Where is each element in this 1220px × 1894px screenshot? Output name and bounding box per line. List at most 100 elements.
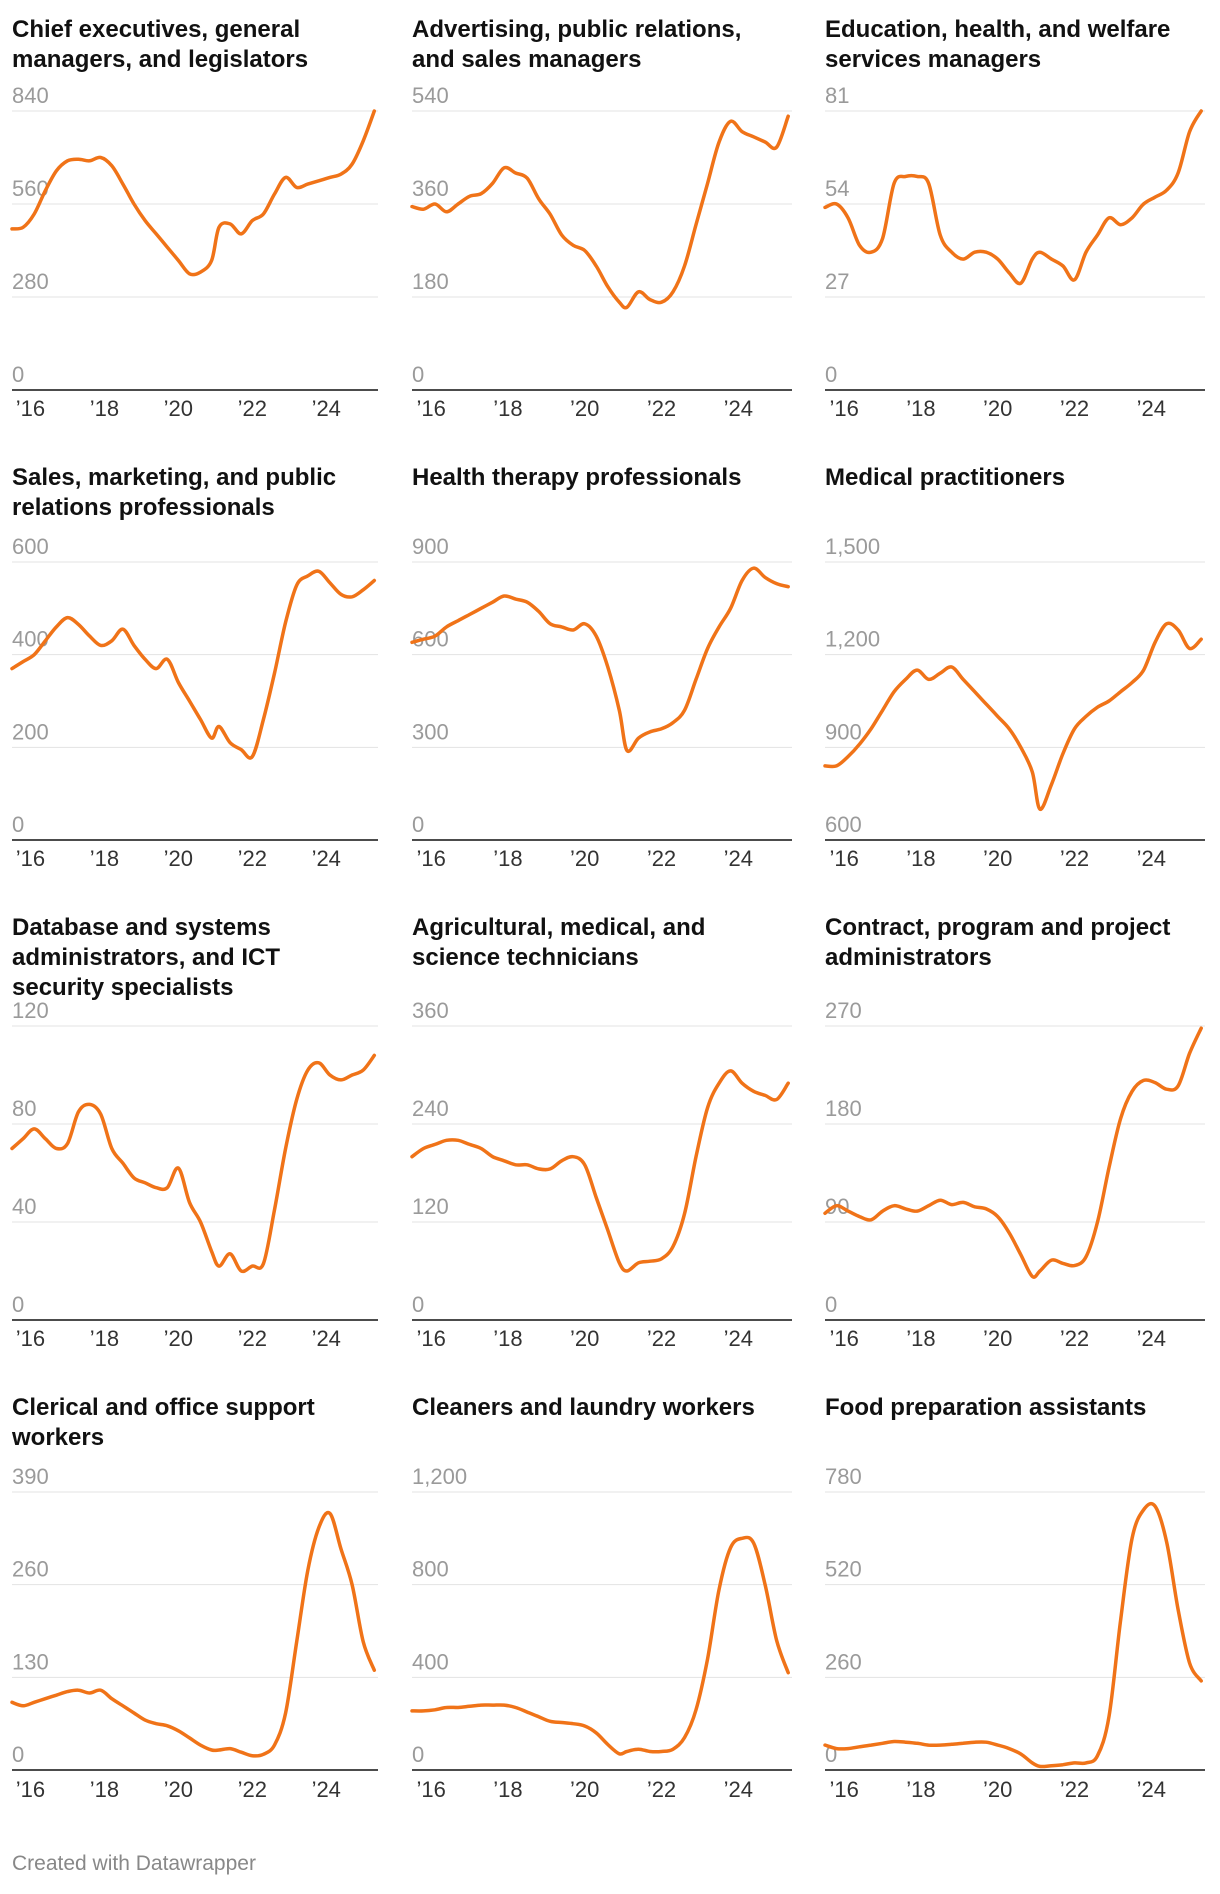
x-tick-label: ’24: [1137, 396, 1166, 421]
x-tick-label: ’16: [16, 396, 45, 421]
chart-title-line: managers, and legislators: [12, 46, 308, 73]
y-tick-label: 520: [825, 1557, 862, 1582]
x-tick-label: ’24: [724, 846, 753, 871]
x-tick-label: ’22: [1060, 1777, 1089, 1802]
x-tick-label: ’18: [90, 1326, 119, 1351]
y-tick-label: 800: [412, 1557, 449, 1582]
series-line: [410, 1069, 790, 1273]
chart-panel: Advertising, public relations, and sales …: [410, 16, 792, 421]
x-tick-label: ’16: [16, 1777, 45, 1802]
y-tick-label: 1,200: [825, 627, 880, 652]
x-tick-label: ’18: [90, 1777, 119, 1802]
y-tick-label: 40: [12, 1194, 36, 1219]
x-tick-label: ’20: [983, 1326, 1012, 1351]
series-line: [823, 621, 1203, 811]
y-tick-label: 0: [412, 362, 424, 387]
chart-title-line: Cleaners and laundry workers: [412, 1394, 755, 1421]
chart-title-line: security specialists: [12, 974, 233, 1001]
chart-title-line: Medical practitioners: [825, 464, 1065, 491]
series-line: [823, 1501, 1203, 1769]
y-tick-label: 0: [12, 1292, 24, 1317]
series-line: [10, 1510, 377, 1758]
y-tick-label: 0: [825, 362, 837, 387]
x-tick-label: ’24: [724, 1326, 753, 1351]
y-tick-label: 180: [412, 269, 449, 294]
series-line: [823, 109, 1203, 286]
y-tick-label: 390: [12, 1464, 49, 1489]
x-tick-label: ’20: [164, 1777, 193, 1802]
x-tick-label: ’20: [570, 396, 599, 421]
x-tick-label: ’24: [1137, 1777, 1166, 1802]
y-tick-label: 120: [412, 1194, 449, 1219]
y-tick-label: 840: [12, 83, 49, 108]
x-tick-label: ’22: [238, 1777, 267, 1802]
y-tick-label: 0: [412, 1292, 424, 1317]
chart-title-line: workers: [11, 1424, 104, 1451]
x-tick-label: ’20: [983, 396, 1012, 421]
y-tick-label: 0: [412, 1742, 424, 1767]
x-tick-label: ’16: [16, 1326, 45, 1351]
x-tick-label: ’20: [164, 1326, 193, 1351]
y-tick-label: 360: [412, 176, 449, 201]
chart-panel: Medical practitioners 600 900 1,200 1,500 ’16…: [823, 464, 1205, 871]
x-tick-label: ’22: [1060, 396, 1089, 421]
x-tick-label: ’18: [906, 846, 935, 871]
x-tick-label: ’18: [493, 846, 522, 871]
x-tick-label: ’22: [647, 846, 676, 871]
x-tick-label: ’18: [906, 1777, 935, 1802]
y-tick-label: 0: [412, 812, 424, 837]
x-tick-label: ’24: [1137, 846, 1166, 871]
chart-panel: Clerical and office support workers 0 130 26…: [10, 1394, 378, 1802]
x-tick-label: ’20: [570, 1326, 599, 1351]
x-tick-label: ’20: [570, 846, 599, 871]
x-tick-label: ’16: [16, 846, 45, 871]
y-tick-label: 270: [825, 998, 862, 1023]
series-line: [10, 569, 377, 760]
chart-panel: Agricultural, medical, and science techni…: [410, 914, 792, 1351]
y-tick-label: 600: [825, 812, 862, 837]
y-tick-label: 300: [412, 719, 449, 744]
chart-title-line: administrators, and ICT: [12, 944, 280, 971]
chart-title-line: Food preparation assistants: [825, 1394, 1146, 1421]
y-tick-label: 0: [12, 1742, 24, 1767]
x-tick-label: ’16: [830, 396, 859, 421]
y-tick-label: 260: [825, 1649, 862, 1674]
x-tick-label: ’16: [417, 846, 446, 871]
x-tick-label: ’22: [1060, 846, 1089, 871]
x-tick-label: ’22: [1060, 1326, 1089, 1351]
series-line: [823, 1026, 1203, 1279]
y-tick-label: 360: [412, 998, 449, 1023]
x-tick-label: ’22: [238, 396, 267, 421]
chart-title-line: science technicians: [412, 944, 639, 971]
x-tick-label: ’18: [906, 1326, 935, 1351]
x-tick-label: ’18: [493, 396, 522, 421]
x-tick-label: ’20: [164, 846, 193, 871]
x-tick-label: ’16: [830, 846, 859, 871]
y-tick-label: 54: [825, 176, 849, 201]
chart-panel: Database and systems administrators, and …: [10, 914, 378, 1351]
chart-panel: Education, health, and welfare services m…: [823, 16, 1205, 421]
chart-panel: Health therapy professionals0300600900’1…: [410, 464, 792, 871]
x-tick-label: ’16: [417, 396, 446, 421]
x-tick-label: ’22: [647, 1326, 676, 1351]
y-tick-label: 81: [825, 83, 849, 108]
x-tick-label: ’18: [493, 1326, 522, 1351]
series-line: [10, 1053, 377, 1274]
y-tick-label: 0: [12, 812, 24, 837]
chart-title-line: Health therapy professionals: [412, 464, 741, 491]
y-tick-label: 900: [825, 719, 862, 744]
y-tick-label: 120: [12, 998, 49, 1023]
y-tick-label: 540: [412, 83, 449, 108]
x-tick-label: ’18: [493, 1777, 522, 1802]
x-tick-label: ’24: [312, 1777, 341, 1802]
x-tick-label: ’24: [724, 1777, 753, 1802]
chart-title-line: Database and systems: [12, 914, 271, 941]
chart-title-line: Contract, program and project: [825, 914, 1170, 941]
chart-title-line: Agricultural, medical, and: [412, 914, 705, 941]
y-tick-label: 0: [12, 362, 24, 387]
x-tick-label: ’22: [647, 1777, 676, 1802]
chart-title-line: administrators: [825, 944, 992, 971]
chart-title-line: and sales managers: [412, 46, 641, 73]
chart-panel: Chief executives, general managers, and l…: [10, 16, 378, 421]
